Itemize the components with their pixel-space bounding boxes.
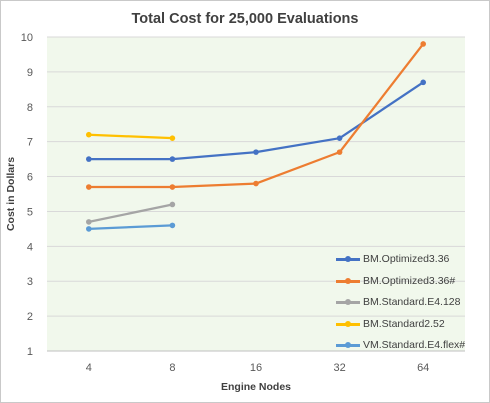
data-point xyxy=(253,149,259,155)
series-line xyxy=(87,203,174,224)
data-point xyxy=(86,219,92,225)
legend-swatch xyxy=(336,340,360,350)
y-tick-label: 2 xyxy=(27,311,33,323)
legend-swatch xyxy=(336,254,360,264)
legend-swatch xyxy=(336,319,360,329)
legend-label: VM.Standard.E4.flex# xyxy=(363,339,466,352)
data-point xyxy=(336,149,343,155)
legend-item: BM.Optimized3.36 xyxy=(336,250,462,268)
data-point xyxy=(86,226,92,232)
x-tick-label: 16 xyxy=(250,362,262,374)
legend-item: BM.Standard2.52 xyxy=(336,315,462,333)
data-point xyxy=(86,156,92,162)
series-3 xyxy=(86,131,176,141)
gridlines xyxy=(47,36,465,352)
data-point xyxy=(86,184,92,190)
legend-label: BM.Optimized3.36# xyxy=(363,274,456,287)
data-point xyxy=(420,41,427,47)
y-axis-label: Cost in Dollars xyxy=(5,157,17,231)
legend-item: BM.Standard.E4.128 xyxy=(336,293,462,311)
series-0 xyxy=(86,79,427,162)
x-tick-label: 8 xyxy=(169,362,175,374)
series-line xyxy=(87,224,174,231)
data-point xyxy=(169,135,176,141)
x-tick-label: 64 xyxy=(417,362,429,374)
series-line xyxy=(87,133,174,140)
y-tick-label: 6 xyxy=(27,172,33,184)
series-lines xyxy=(86,41,427,232)
legend-label: BM.Optimized3.36 xyxy=(363,253,450,265)
x-tick-label: 4 xyxy=(86,362,92,374)
legend-swatch xyxy=(336,297,360,307)
x-axis-label: Engine Nodes xyxy=(221,381,291,393)
legend-label: BM.Standard.E4.128 xyxy=(363,296,461,309)
series-1 xyxy=(86,41,427,190)
y-tick-label: 5 xyxy=(27,206,33,218)
data-point xyxy=(86,131,92,138)
y-tick-label: 9 xyxy=(27,67,33,79)
x-tick-labels: 4 8 16 32 64 xyxy=(86,362,430,374)
legend-item: VM.Standard.E4.flex# xyxy=(336,336,466,354)
y-tick-label: 8 xyxy=(27,102,33,114)
data-point xyxy=(336,135,343,141)
series-2 xyxy=(86,201,176,225)
data-point xyxy=(420,79,427,86)
data-point xyxy=(169,184,176,190)
legend-label: BM.Standard2.52 xyxy=(363,317,445,330)
legend: BM.Optimized3.36 BM.Optimized3.36# BM.Stan… xyxy=(336,250,466,358)
legend-item: BM.Optimized3.36# xyxy=(336,272,462,290)
chart-title: Total Cost for 25,000 Evaluations xyxy=(132,11,359,27)
series-4 xyxy=(86,222,176,232)
data-point xyxy=(169,156,176,162)
y-tick-label: 7 xyxy=(27,137,33,149)
plot-area xyxy=(47,37,465,351)
x-tick-label: 32 xyxy=(333,362,345,374)
data-point xyxy=(253,180,259,187)
y-tick-label: 1 xyxy=(27,346,33,358)
legend-swatch xyxy=(336,276,360,286)
y-tick-labels: 1 2 3 4 5 6 7 8 9 10 xyxy=(21,32,33,358)
y-tick-label: 10 xyxy=(21,32,33,44)
y-tick-label: 3 xyxy=(27,276,33,288)
data-point xyxy=(169,201,176,208)
y-tick-label: 4 xyxy=(27,241,33,253)
data-point xyxy=(169,222,176,229)
